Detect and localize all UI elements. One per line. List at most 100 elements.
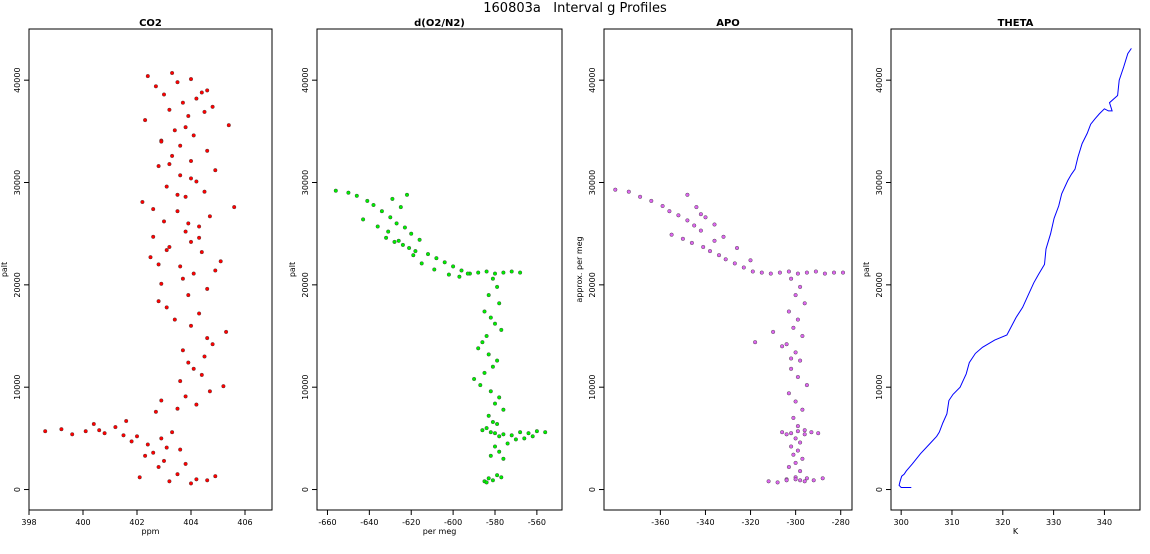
plot-frame [890, 28, 1141, 511]
data-point [186, 293, 191, 298]
data-point [804, 476, 809, 481]
data-point [795, 375, 800, 380]
data-point [649, 198, 654, 203]
data-point [482, 309, 487, 314]
data-point [151, 450, 156, 455]
data-point [148, 255, 153, 260]
chart-panel-1: CO2 398 400 402 404 406 0 10000 20000 30000 40000 p… [0, 18, 273, 536]
data-point [791, 452, 796, 457]
data-point [513, 437, 518, 442]
data-point [194, 402, 199, 407]
plot-frame [603, 28, 853, 511]
data-point [717, 253, 722, 258]
data-point [484, 334, 489, 339]
data-point [97, 428, 102, 433]
data-point [188, 176, 193, 181]
data-point [692, 223, 697, 228]
data-point [164, 184, 169, 189]
y-tick-label: 0 [875, 487, 884, 492]
data-point [178, 379, 183, 384]
data-point [207, 389, 212, 394]
data-point [493, 401, 498, 406]
data-point [213, 168, 218, 173]
data-point [161, 219, 166, 224]
x-tick-label: -640 [360, 518, 378, 527]
data-point [188, 77, 193, 82]
data-point [400, 242, 405, 247]
data-point [800, 334, 805, 339]
data-point [789, 276, 794, 281]
data-point [396, 238, 401, 243]
data-point [188, 323, 193, 328]
y-axis-label: palt [862, 262, 871, 277]
data-point [732, 261, 737, 266]
data-point [493, 321, 498, 326]
y-tick-label: 30000 [13, 170, 22, 195]
data-point [407, 245, 412, 250]
data-point [694, 205, 699, 210]
data-point [486, 413, 491, 418]
data-point [495, 473, 500, 478]
y-tick-label: 30000 [588, 170, 597, 195]
data-point [795, 271, 800, 276]
data-point [167, 479, 172, 484]
y-tick-label: 0 [13, 487, 22, 492]
data-point [159, 398, 164, 403]
y-tick-label: 20000 [301, 272, 310, 297]
data-point [446, 272, 451, 277]
x-tick-label: 340 [1097, 518, 1112, 527]
data-point [708, 249, 713, 254]
data-point [543, 430, 548, 435]
data-point [660, 203, 665, 208]
data-point [186, 360, 191, 365]
data-point [780, 430, 785, 435]
data-point [484, 269, 489, 274]
data-point [476, 270, 481, 275]
data-point [793, 293, 798, 298]
data-point [795, 317, 800, 322]
data-point [232, 205, 237, 210]
data-point [501, 432, 506, 437]
data-point [526, 431, 531, 436]
x-tick-label: 404 [183, 518, 198, 527]
data-point [354, 193, 359, 198]
data-point [384, 235, 389, 240]
data-point [478, 383, 483, 388]
theta-profile-line [898, 48, 1132, 488]
x-axis-label: per meg [423, 527, 457, 536]
data-point [800, 407, 805, 412]
y-tick-label: 40000 [13, 67, 22, 92]
y-tick-label: 10000 [301, 374, 310, 399]
data-point [409, 231, 414, 236]
y-axis-label: palt [288, 262, 297, 277]
data-point [137, 475, 142, 480]
data-point [501, 407, 506, 412]
data-point [793, 399, 798, 404]
data-point [164, 445, 169, 450]
data-point [784, 342, 789, 347]
data-point [333, 188, 338, 193]
data-point [786, 391, 791, 396]
data-point [183, 194, 188, 199]
data-point [798, 358, 803, 363]
data-point [191, 366, 196, 371]
data-point [497, 449, 502, 454]
x-tick-label: -620 [402, 518, 420, 527]
y-tick-label: 30000 [301, 170, 310, 195]
data-point [392, 239, 397, 244]
data-point [804, 383, 809, 388]
data-point [121, 433, 126, 438]
data-point [153, 84, 158, 89]
data-point [143, 453, 148, 458]
y-tick-label: 0 [588, 487, 597, 492]
data-point [411, 253, 416, 258]
data-point [207, 214, 212, 219]
x-tick-label: -340 [696, 518, 714, 527]
data-point [59, 427, 64, 432]
y-tick-label: 40000 [301, 67, 310, 92]
data-point [199, 372, 204, 377]
data-point [43, 429, 48, 434]
data-point [480, 340, 485, 345]
data-point [197, 311, 202, 316]
data-point [497, 434, 502, 439]
